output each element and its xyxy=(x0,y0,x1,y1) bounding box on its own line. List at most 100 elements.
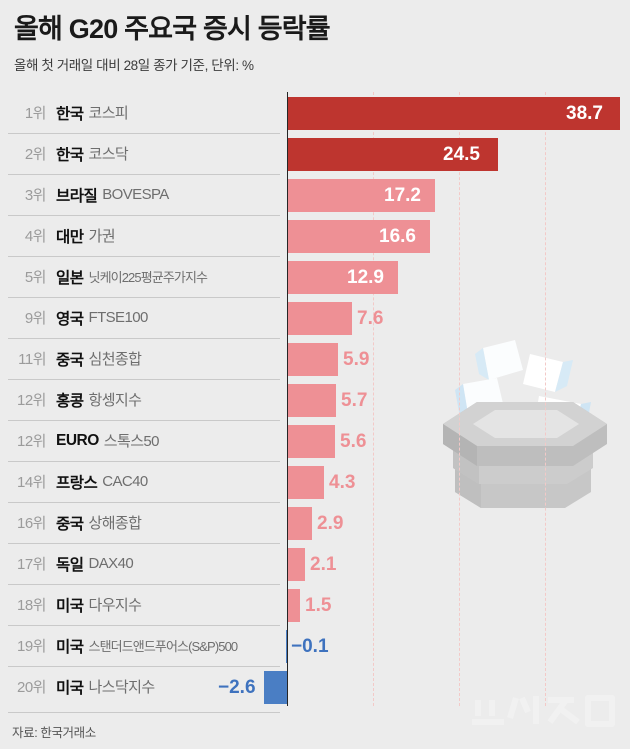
bar-value: 17.2 xyxy=(384,185,421,206)
row-index: 코스닥 xyxy=(88,146,129,163)
row-rank: 11위 xyxy=(18,351,46,368)
bar-value: 5.9 xyxy=(343,349,370,370)
chart-header: 올해 G20 주요국 증시 등락률 올해 첫 거래일 대비 28일 종가 기준,… xyxy=(0,0,630,74)
row-divider xyxy=(8,584,280,585)
bar xyxy=(287,507,312,540)
table-row: 20위 미국 나스닥지수 −2.6 xyxy=(0,666,630,707)
row-country: 대만 xyxy=(56,228,84,246)
row-label: 3위 브라질 BOVESPA xyxy=(0,174,283,215)
row-country: 일본 xyxy=(56,269,84,287)
row-rank: 18위 xyxy=(17,597,47,614)
chart-subtitle: 올해 첫 거래일 대비 28일 종가 기준, 단위: % xyxy=(14,58,254,74)
bar xyxy=(287,466,324,499)
row-country: 브라질 xyxy=(56,187,98,205)
row-rank: 9위 xyxy=(24,310,47,327)
row-divider xyxy=(8,133,280,134)
row-rank: 16위 xyxy=(17,515,47,532)
row-label: 9위 영국 FTSE100 xyxy=(0,297,283,338)
table-row: 14위 프랑스 CAC40 4.3 xyxy=(0,461,630,502)
bar-value: 38.7 xyxy=(566,103,603,124)
row-divider xyxy=(8,502,280,503)
table-row: 17위 독일 DAX40 2.1 xyxy=(0,543,630,584)
row-label: 20위 미국 나스닥지수 xyxy=(0,666,283,707)
row-divider xyxy=(8,215,280,216)
row-rank: 4위 xyxy=(24,228,47,245)
row-index: BOVESPA xyxy=(102,186,169,203)
row-rank: 20위 xyxy=(17,679,47,696)
row-index: CAC40 xyxy=(102,473,148,490)
row-index: 닛케이225평균주가지수 xyxy=(88,270,208,285)
row-label: 1위 한국 코스피 xyxy=(0,92,283,133)
row-country: 프랑스 xyxy=(56,474,98,492)
row-label: 17위 독일 DAX40 xyxy=(0,543,283,584)
row-index: 심천종합 xyxy=(88,351,142,368)
bar-value: 24.5 xyxy=(443,144,480,165)
bar xyxy=(264,671,287,704)
table-row: 18위 미국 다우지수 1.5 xyxy=(0,584,630,625)
bar xyxy=(287,179,435,212)
row-divider xyxy=(8,174,280,175)
table-row: 2위 한국 코스닥 24.5 xyxy=(0,133,630,174)
row-divider xyxy=(8,379,280,380)
bar-value: 5.7 xyxy=(341,390,368,411)
bar xyxy=(287,138,498,171)
table-row: 16위 중국 상해종합 2.9 xyxy=(0,502,630,543)
row-rank: 19위 xyxy=(17,638,47,655)
row-divider xyxy=(8,256,280,257)
row-country: 영국 xyxy=(56,310,84,328)
row-country: 미국 xyxy=(56,679,84,697)
bar-value: −0.1 xyxy=(291,636,329,657)
row-country: 중국 xyxy=(56,515,84,533)
table-row: 5위 일본 닛케이225평균주가지수 12.9 xyxy=(0,256,630,297)
row-country: 홍콩 xyxy=(56,392,84,410)
chart-rows: 1위 한국 코스피 38.7 2위 한국 코스닥 24.5 3위 브라질 xyxy=(0,92,630,707)
bar-chart: 1위 한국 코스피 38.7 2위 한국 코스닥 24.5 3위 브라질 xyxy=(0,92,630,712)
bar xyxy=(287,261,398,294)
table-row: 9위 영국 FTSE100 7.6 xyxy=(0,297,630,338)
bar-value: 2.1 xyxy=(310,554,337,575)
bar xyxy=(287,548,305,581)
zero-axis xyxy=(287,92,288,706)
table-row: 12위 홍콩 항셍지수 5.7 xyxy=(0,379,630,420)
row-index: 다우지수 xyxy=(88,597,142,614)
row-rank: 14위 xyxy=(17,474,47,491)
bar xyxy=(287,384,336,417)
row-index: 상해종합 xyxy=(88,515,142,532)
row-divider xyxy=(8,420,280,421)
bar xyxy=(287,425,335,458)
row-divider xyxy=(8,297,280,298)
newsis-logo xyxy=(470,692,616,737)
row-index: 스톡스50 xyxy=(103,433,160,450)
page-title: 올해 G20 주요국 증시 등락률 xyxy=(14,14,331,44)
row-label: 11위 중국 심천종합 xyxy=(0,338,283,379)
row-country: 한국 xyxy=(56,146,84,164)
bar xyxy=(287,589,300,622)
table-row: 3위 브라질 BOVESPA 17.2 xyxy=(0,174,630,215)
table-row: 1위 한국 코스피 38.7 xyxy=(0,92,630,133)
source-note: 자료: 한국거래소 xyxy=(12,726,96,740)
row-label: 2위 한국 코스닥 xyxy=(0,133,283,174)
row-divider xyxy=(8,543,280,544)
row-rank: 5위 xyxy=(24,269,47,286)
bar-value: 4.3 xyxy=(329,472,356,493)
bar xyxy=(287,97,620,130)
bar-value: −2.6 xyxy=(218,677,256,698)
row-country: EURO xyxy=(56,431,99,449)
row-label: 12위 EURO 스톡스50 xyxy=(0,420,283,461)
row-index: 스탠더드앤드푸어스(S&P)500 xyxy=(88,639,239,654)
row-rank: 2위 xyxy=(24,146,47,163)
row-index: DAX40 xyxy=(88,555,134,572)
row-label: 14위 프랑스 CAC40 xyxy=(0,461,283,502)
row-index: 코스피 xyxy=(88,105,129,122)
bar-value: 12.9 xyxy=(347,267,384,288)
row-index: 항셍지수 xyxy=(88,392,142,409)
bar xyxy=(286,630,287,663)
table-row: 12위 EURO 스톡스50 5.6 xyxy=(0,420,630,461)
row-index: 가권 xyxy=(88,228,116,245)
row-label: 5위 일본 닛케이225평균주가지수 xyxy=(0,256,283,297)
row-rank: 1위 xyxy=(24,105,47,122)
row-country: 중국 xyxy=(56,351,84,369)
bar-value: 7.6 xyxy=(357,308,384,329)
row-label: 18위 미국 다우지수 xyxy=(0,584,283,625)
row-index: FTSE100 xyxy=(88,309,149,326)
